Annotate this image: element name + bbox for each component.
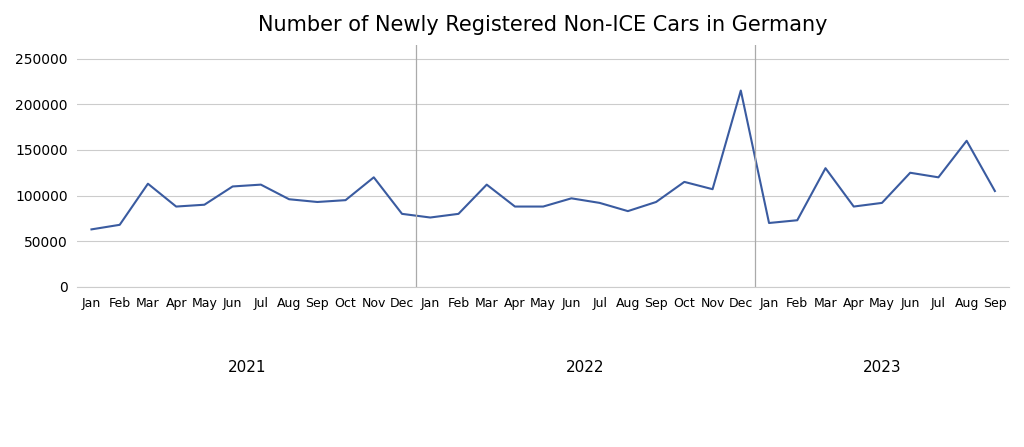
- Title: Number of Newly Registered Non-ICE Cars in Germany: Number of Newly Registered Non-ICE Cars …: [258, 15, 828, 35]
- Text: 2022: 2022: [566, 359, 605, 375]
- Text: 2023: 2023: [862, 359, 901, 375]
- Text: 2021: 2021: [227, 359, 266, 375]
